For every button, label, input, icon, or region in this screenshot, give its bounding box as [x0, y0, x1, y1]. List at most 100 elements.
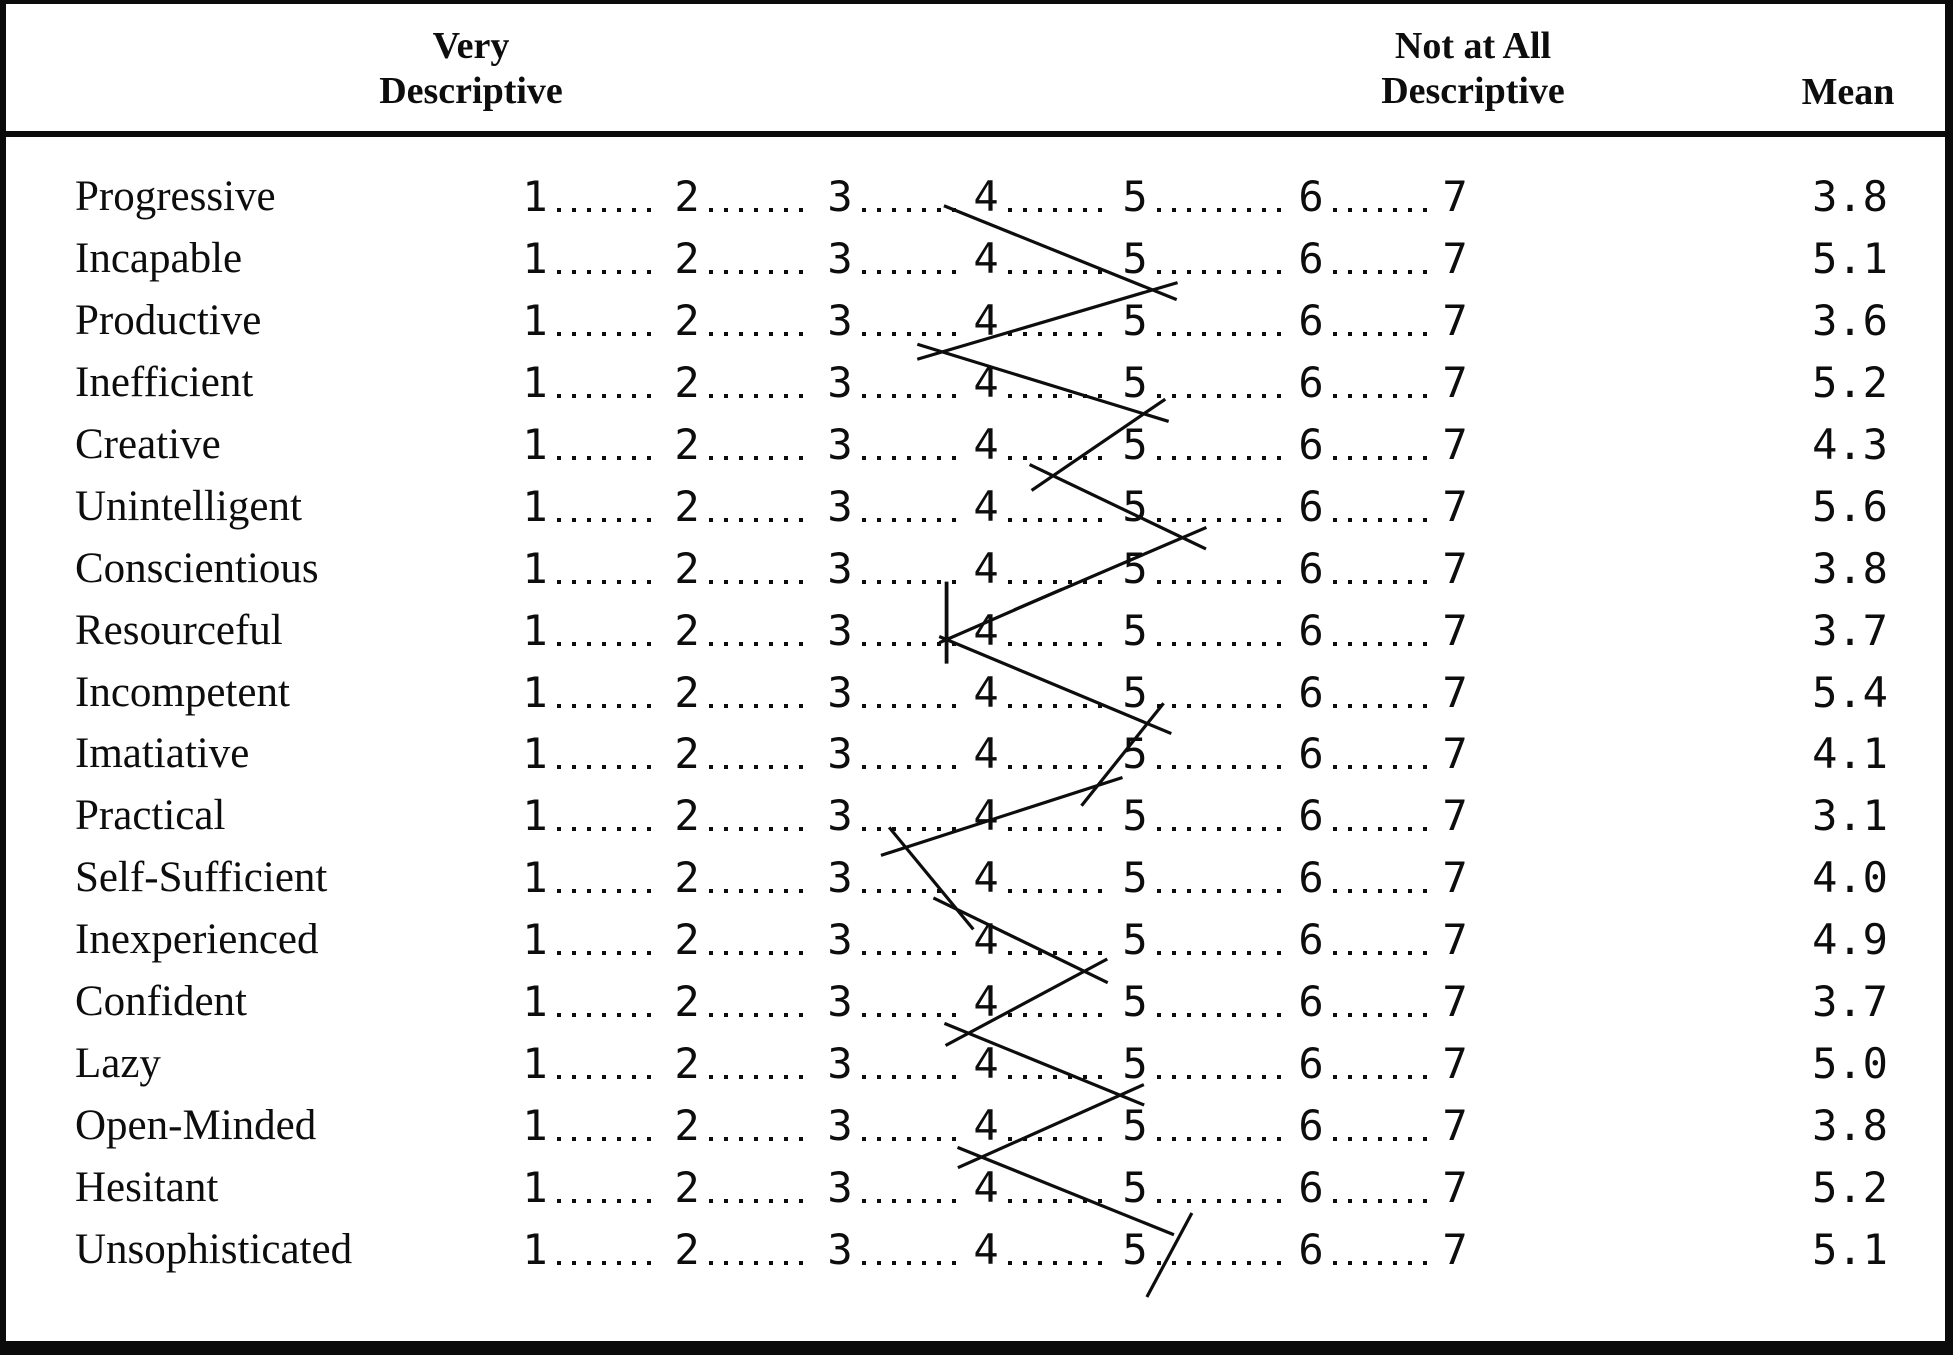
dot-leader	[1008, 951, 1109, 956]
item-label: Incapable	[75, 234, 243, 282]
scale-number: 3	[827, 605, 853, 655]
scale-number: 1	[522, 605, 548, 655]
header-line: Descriptive	[379, 70, 563, 112]
dot-leader	[862, 703, 960, 708]
scale-number: 1	[522, 295, 548, 345]
dot-leader	[557, 393, 661, 398]
dot-leader	[1157, 455, 1285, 460]
dot-leader	[862, 1013, 960, 1018]
dot-leader	[1333, 455, 1429, 460]
scale-number: 2	[674, 605, 700, 655]
dot-leader	[709, 1260, 814, 1265]
dot-leader	[709, 1137, 814, 1142]
header-line: Very	[432, 25, 510, 67]
scale-number: 1	[522, 1224, 548, 1274]
dot-leader	[557, 208, 661, 212]
dot-leader	[1008, 208, 1109, 212]
scale-number: 4	[973, 791, 999, 841]
dot-leader	[1333, 331, 1429, 336]
item-label: Lazy	[75, 1040, 161, 1088]
dot-leader	[1008, 269, 1109, 274]
dot-leader	[862, 1260, 960, 1265]
scale-number: 4	[973, 481, 999, 531]
scale-number: 7	[1442, 791, 1468, 841]
dot-leader	[557, 1075, 661, 1080]
scale-number: 3	[827, 1224, 853, 1274]
scale-number: 2	[674, 977, 700, 1027]
scale-number: 3	[827, 1039, 853, 1089]
dot-leader	[1008, 579, 1109, 584]
dot-leader	[1333, 765, 1429, 770]
scale-number: 5	[1122, 915, 1148, 965]
pen-stroke	[943, 204, 1178, 302]
scale-number: 6	[1298, 605, 1324, 655]
dot-leader	[1333, 1137, 1429, 1142]
scale-number: 4	[973, 1224, 999, 1274]
scale-number: 2	[674, 481, 700, 531]
scale-number: 5	[1122, 1224, 1148, 1274]
scale-number: 1	[522, 481, 548, 531]
dot-leader	[709, 517, 814, 522]
scale-number: 1	[522, 419, 548, 469]
mean-column-header: Mean	[1802, 70, 1895, 115]
scale-number: 4	[973, 667, 999, 717]
scale-number: 6	[1298, 853, 1324, 903]
scale-number: 6	[1298, 977, 1324, 1027]
pen-stroke	[887, 826, 975, 931]
item-mean-value: 5.2	[1812, 1163, 1888, 1213]
dot-leader	[1157, 331, 1285, 336]
item-label: Unintelligent	[75, 482, 302, 530]
item-label: Confident	[75, 978, 247, 1026]
scale-number: 5	[1122, 1101, 1148, 1151]
dot-leader	[557, 1260, 661, 1265]
scale-number: 3	[827, 791, 853, 841]
scale-number: 1	[522, 543, 548, 593]
item-label: Productive	[75, 296, 262, 344]
dot-leader	[1333, 889, 1429, 894]
dot-leader	[557, 1137, 661, 1142]
pen-stroke	[1080, 702, 1165, 807]
pen-stroke	[932, 896, 1109, 985]
dot-leader	[557, 455, 661, 460]
scale-number: 7	[1442, 481, 1468, 531]
scale-number: 5	[1122, 605, 1148, 655]
dot-leader	[1008, 517, 1109, 522]
scale-number: 3	[827, 729, 853, 779]
scale-number: 6	[1298, 1101, 1324, 1151]
dot-leader	[1333, 1199, 1429, 1204]
header-line: Descriptive	[1381, 70, 1565, 112]
item-mean-value: 5.4	[1812, 667, 1888, 717]
dot-leader	[709, 765, 814, 770]
item-mean-value: 3.1	[1812, 791, 1888, 841]
dot-leader	[557, 765, 661, 770]
dot-leader	[1008, 641, 1109, 646]
dot-leader	[709, 951, 814, 956]
dot-leader	[1157, 1075, 1285, 1080]
scale-number: 7	[1442, 667, 1468, 717]
dot-leader	[709, 269, 814, 274]
scale-number: 3	[827, 295, 853, 345]
item-label: Self-Sufficient	[75, 854, 328, 902]
scale-number: 2	[674, 729, 700, 779]
dot-leader	[557, 1013, 661, 1018]
scale-number: 6	[1298, 729, 1324, 779]
item-label: Progressive	[75, 173, 276, 220]
scale-number: 2	[674, 1224, 700, 1274]
dot-leader	[1157, 889, 1285, 894]
item-mean-value: 3.8	[1812, 1101, 1888, 1151]
scale-number: 4	[973, 1163, 999, 1213]
scale-number: 4	[973, 729, 999, 779]
dot-leader	[709, 331, 814, 336]
dot-leader	[557, 703, 661, 708]
scale-number: 4	[973, 172, 999, 221]
scale-number: 2	[674, 1039, 700, 1089]
dot-leader	[862, 269, 960, 274]
scale-number: 5	[1122, 295, 1148, 345]
scale-number: 6	[1298, 419, 1324, 469]
dot-leader	[862, 889, 960, 894]
dot-leader	[709, 1199, 814, 1204]
pen-stroke	[944, 957, 1109, 1047]
dot-leader	[557, 269, 661, 274]
dot-leader	[709, 393, 814, 398]
